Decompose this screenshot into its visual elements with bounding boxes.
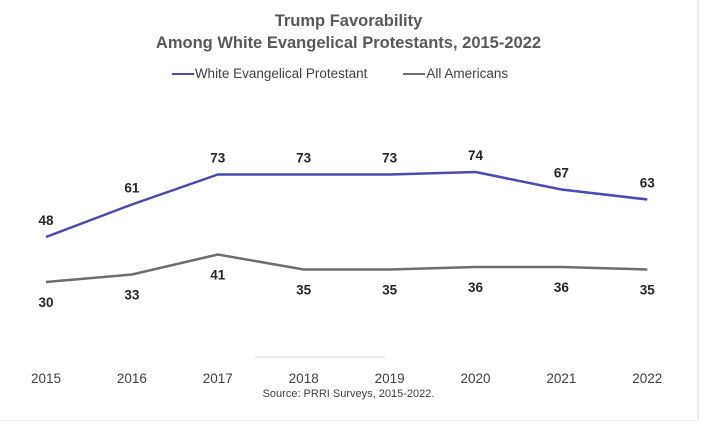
legend-swatch-white-evangelical — [171, 72, 194, 75]
legend-label-all-americans: All Americans — [426, 66, 509, 81]
legend-label-white-evangelical: White Evangelical Protestant — [194, 66, 368, 81]
data-label-white-evangelical-2022: 63 — [640, 176, 656, 191]
data-label-white-evangelical-2021: 67 — [554, 166, 569, 181]
source-note: Source: PRRI Surveys, 2015-2022. — [262, 388, 435, 400]
series-line-white-evangelical — [45, 170, 648, 239]
data-label-all-americans-2018: 35 — [296, 283, 312, 298]
data-label-white-evangelical-2020: 74 — [468, 148, 484, 163]
chart-subtitle: Among White Evangelical Protestants, 201… — [155, 34, 542, 52]
x-tick-label-2018: 2018 — [289, 371, 319, 386]
data-label-all-americans-2022: 35 — [640, 283, 656, 298]
data-label-all-americans-2015: 30 — [38, 295, 53, 310]
chart-title: Trump Favorability — [274, 12, 423, 30]
x-tick-label-2016: 2016 — [117, 371, 147, 386]
legend-item-white-evangelical: White Evangelical Protestant — [171, 66, 368, 81]
data-label-white-evangelical-2017: 73 — [210, 151, 226, 166]
legend-swatch-all-americans — [403, 72, 426, 75]
data-label-all-americans-2016: 33 — [124, 288, 140, 303]
data-label-white-evangelical-2018: 73 — [296, 151, 312, 166]
data-label-all-americans-2021: 36 — [554, 280, 570, 295]
data-label-white-evangelical-2015: 48 — [38, 213, 54, 228]
legend: White Evangelical Protestant All America… — [0, 66, 680, 81]
x-tick-label-2021: 2021 — [546, 371, 576, 386]
series-line-all-americans — [45, 253, 648, 284]
data-label-white-evangelical-2016: 61 — [124, 181, 140, 196]
data-label-all-americans-2017: 41 — [210, 268, 226, 283]
x-tick-label-2015: 2015 — [31, 371, 61, 386]
x-tick-label-2017: 2017 — [203, 371, 233, 386]
data-label-white-evangelical-2019: 73 — [382, 151, 398, 166]
x-tick-label-2022: 2022 — [632, 371, 662, 386]
x-tick-label-2019: 2019 — [375, 371, 405, 386]
data-label-all-americans-2020: 36 — [468, 280, 484, 295]
data-label-all-americans-2019: 35 — [382, 283, 398, 298]
legend-item-all-americans: All Americans — [403, 66, 508, 81]
x-tick-label-2020: 2020 — [460, 371, 490, 386]
